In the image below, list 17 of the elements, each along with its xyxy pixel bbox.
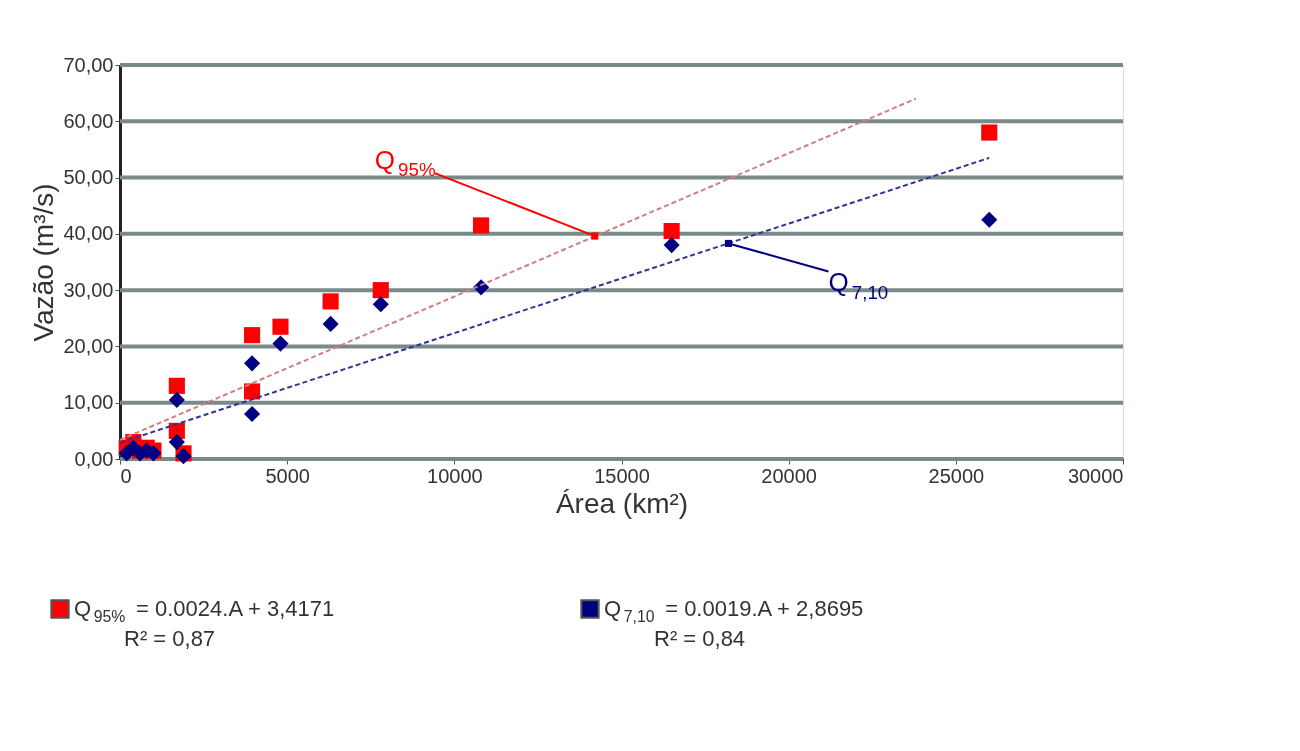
x-axis-title: Área (km²): [555, 487, 689, 519]
x-tick-label: 5000: [265, 464, 310, 487]
x-tick-label: 10000: [427, 464, 483, 487]
y-tick-label: 40,00: [63, 222, 114, 245]
x-tick-label: 30000: [1067, 464, 1124, 487]
y-tick-label: 30,00: [63, 278, 114, 301]
y-tick-label: 20,00: [63, 334, 114, 357]
x-tick-label: 15000: [594, 464, 650, 487]
y-tick-label: 70,00: [63, 53, 114, 76]
y-tick-label: 50,00: [63, 166, 114, 189]
y-axis-title: Vazão (m³/s): [28, 183, 60, 342]
y-tick-label: 60,00: [63, 109, 114, 132]
y-tick-label: 0,00: [74, 447, 114, 470]
x-tick-label: 25000: [928, 464, 985, 487]
y-tick-label: 10,00: [63, 391, 114, 414]
x-tick-label: 20000: [761, 464, 817, 487]
x-tick-label: 0: [120, 464, 132, 487]
